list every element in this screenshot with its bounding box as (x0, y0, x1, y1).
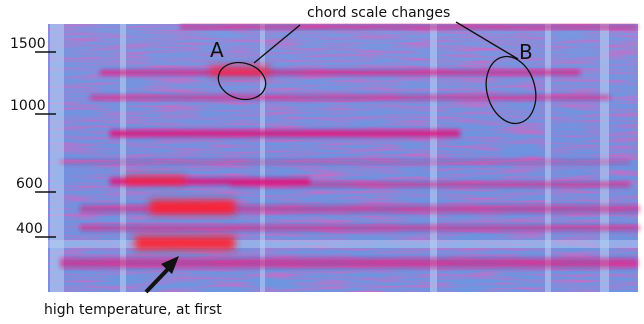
callout-line-a (253, 24, 301, 64)
high-temperature-caption: high temperature, at first (44, 302, 222, 318)
callout-line-b (455, 21, 519, 60)
chord-scale-caption: chord scale changes (307, 5, 451, 21)
region-a-ellipse (217, 61, 267, 101)
y-tick-label-1000: 1000 (10, 98, 46, 114)
marker-b-label: B (519, 40, 533, 64)
arrow-icon (144, 256, 179, 294)
region-b-ellipse (485, 55, 537, 125)
y-axis-ticks (35, 51, 56, 238)
spectrogram-image (48, 24, 640, 292)
marker-a-label: A (210, 38, 224, 62)
y-tick-label-600: 600 (16, 176, 43, 192)
y-tick-label-400: 400 (16, 221, 43, 237)
y-tick-label-1500: 1500 (10, 36, 46, 52)
